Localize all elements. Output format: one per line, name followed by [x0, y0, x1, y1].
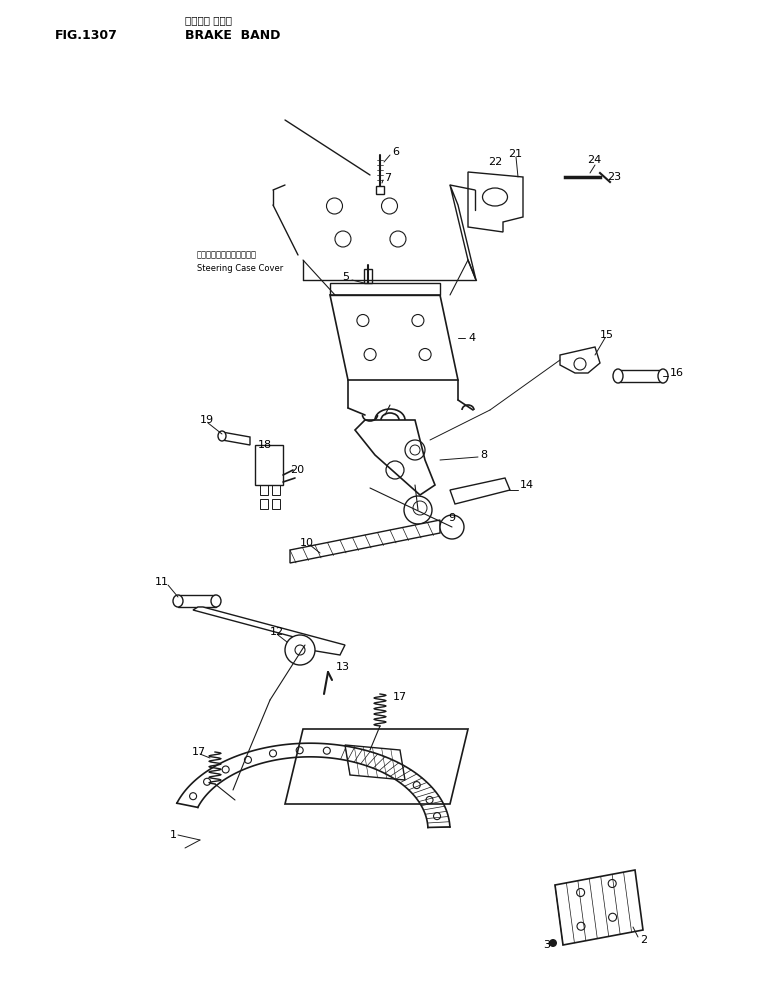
Circle shape — [549, 939, 557, 947]
Ellipse shape — [173, 595, 183, 607]
Text: 23: 23 — [607, 172, 621, 182]
Text: 19: 19 — [200, 415, 214, 425]
Text: 4: 4 — [468, 332, 475, 342]
Polygon shape — [345, 745, 405, 780]
Text: 3: 3 — [543, 940, 550, 950]
Polygon shape — [178, 595, 216, 607]
Text: Steering Case Cover: Steering Case Cover — [197, 263, 283, 273]
Polygon shape — [290, 520, 440, 563]
Bar — [255, 445, 283, 485]
Text: 10: 10 — [300, 538, 314, 548]
Text: 5: 5 — [342, 272, 349, 282]
Text: 20: 20 — [290, 465, 304, 475]
Polygon shape — [193, 607, 345, 655]
Text: 17: 17 — [192, 747, 206, 757]
Text: FIG.1307: FIG.1307 — [55, 29, 118, 42]
Text: 6: 6 — [392, 147, 399, 157]
Ellipse shape — [658, 369, 668, 383]
Circle shape — [285, 635, 315, 665]
Bar — [260, 499, 268, 509]
Ellipse shape — [211, 595, 221, 607]
Text: 22: 22 — [488, 157, 503, 167]
Ellipse shape — [613, 369, 623, 383]
Text: 14: 14 — [520, 480, 534, 490]
Bar — [260, 485, 268, 495]
Text: ブレーキ バンド: ブレーキ バンド — [185, 15, 232, 25]
Polygon shape — [222, 432, 250, 445]
Text: 7: 7 — [384, 173, 391, 183]
Text: 1: 1 — [170, 830, 177, 840]
Text: 18: 18 — [258, 440, 272, 450]
Text: 11: 11 — [155, 577, 169, 587]
Circle shape — [440, 515, 464, 539]
Bar — [364, 269, 372, 283]
Text: 24: 24 — [587, 155, 601, 165]
Text: 9: 9 — [448, 513, 455, 523]
Bar — [272, 485, 280, 495]
Text: ステアリングケースカバー: ステアリングケースカバー — [197, 250, 257, 259]
Text: 21: 21 — [508, 149, 522, 159]
Text: 8: 8 — [480, 450, 487, 460]
Text: 15: 15 — [600, 330, 614, 340]
Bar — [272, 499, 280, 509]
Circle shape — [404, 496, 432, 524]
Text: 17: 17 — [393, 692, 407, 702]
Text: 2: 2 — [640, 935, 647, 945]
Polygon shape — [450, 478, 510, 504]
Text: 12: 12 — [270, 627, 284, 637]
Bar — [618, 370, 663, 382]
Text: 16: 16 — [670, 368, 684, 378]
Ellipse shape — [218, 431, 226, 441]
Bar — [376, 186, 384, 194]
Polygon shape — [555, 870, 643, 945]
Text: 13: 13 — [336, 662, 350, 672]
Text: BRAKE  BAND: BRAKE BAND — [185, 29, 281, 42]
